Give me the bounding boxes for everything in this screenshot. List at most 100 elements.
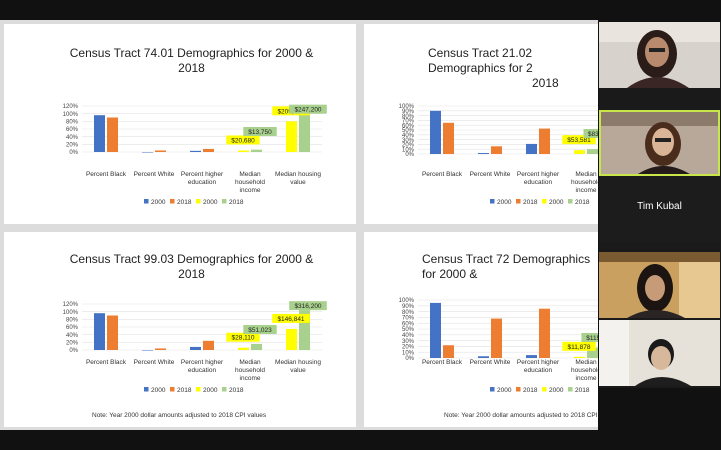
- data-label-box: [243, 325, 277, 334]
- chart-panel: Census Tract 72 Demographics for 2000 & …: [382, 252, 598, 427]
- data-label-box: [583, 129, 598, 138]
- chart-svg: 120%100%80%60%40%20%0%$20,680$13,750$209…: [63, 104, 327, 206]
- legend-swatch: [196, 199, 201, 204]
- legend-label: 2018: [523, 387, 538, 394]
- bar-2018: [443, 122, 454, 154]
- legend-label: 2018: [229, 387, 244, 394]
- y-tick-label: 20%: [66, 143, 79, 149]
- y-tick-label: 0%: [405, 356, 414, 362]
- bar-2000: [190, 150, 201, 152]
- category-label: household: [235, 367, 265, 374]
- category-label: education: [188, 179, 217, 186]
- bar-2000-dollar: [286, 121, 297, 152]
- data-label: $146,841: [277, 316, 304, 323]
- chart-note: Note: Year 2000 dollar amounts adjusted …: [444, 412, 598, 419]
- category-label: household: [235, 179, 265, 186]
- category-label: Median: [239, 171, 261, 178]
- participant-avatar: [599, 110, 720, 176]
- data-label-box: [289, 104, 327, 114]
- legend-label: 2000: [497, 387, 512, 394]
- y-tick-label: 60%: [402, 123, 415, 129]
- slide-tract-21-02: Census Tract 21.02 Demographics for 2 20…: [364, 24, 598, 224]
- category-label: Percent White: [134, 171, 175, 178]
- y-tick-label: 40%: [66, 333, 79, 339]
- chart-title-line2: 2018: [178, 267, 205, 281]
- legend-swatch: [490, 199, 495, 204]
- legend-label: 2000: [549, 199, 564, 206]
- data-label-box: [581, 333, 598, 342]
- legend-label: 2000: [151, 199, 166, 206]
- legend-swatch: [516, 387, 521, 392]
- category-label: education: [524, 367, 553, 374]
- participant-video-1[interactable]: [599, 22, 720, 88]
- bar-2000-dollar: [574, 356, 585, 358]
- bar-2018: [539, 308, 550, 358]
- data-label-box: [562, 135, 596, 145]
- data-label-box: [289, 301, 327, 311]
- chart-svg: 120% 100% 80%60% 40% 20%0% $28,110$51,023 $146…: [63, 301, 327, 419]
- bar-2000: [430, 302, 441, 358]
- legend-label: 2000: [203, 387, 218, 394]
- category-label: education: [524, 179, 553, 186]
- category-label: Percent White: [470, 171, 511, 178]
- data-label: $115,0: [586, 335, 598, 342]
- y-tick-label: 80%: [66, 318, 79, 324]
- y-tick-label: 0%: [69, 348, 78, 354]
- legend-label: 2018: [575, 387, 590, 394]
- y-tick-label: 80%: [402, 114, 415, 120]
- category-label: Percent higher: [517, 171, 560, 178]
- bar-2018: [203, 148, 214, 152]
- legend-label: 2018: [523, 199, 538, 206]
- chart-title: Census Tract 74.01 Demographics for 2000…: [44, 46, 339, 76]
- bar-2000-dollar: [238, 347, 249, 350]
- legend-label: 2000: [497, 199, 512, 206]
- chart-title-line2: 2018: [532, 76, 559, 90]
- data-label: $11,878: [567, 344, 590, 351]
- participant-video-3-camera-off[interactable]: Tim Kubal: [599, 176, 720, 242]
- slide-tract-74-01: Census Tract 74.01 Demographics for 2000…: [4, 24, 356, 224]
- category-label: education: [188, 367, 217, 374]
- chart-title: Census Tract 72 Demographics for 2000 &: [382, 252, 598, 282]
- y-tick-label: 100%: [63, 310, 79, 316]
- participant-video-4[interactable]: [599, 252, 720, 318]
- y-tick-label: 40%: [402, 133, 415, 139]
- category-label: income: [240, 375, 261, 382]
- chart-note: Note: Year 2000 dollar amounts adjusted …: [92, 412, 267, 419]
- legend-swatch: [170, 387, 175, 392]
- y-tick-label: 60%: [402, 321, 415, 327]
- category-label: Percent Black: [86, 359, 127, 366]
- bar-2018: [155, 348, 166, 350]
- bar-2000: [142, 350, 153, 351]
- data-label: $51,023: [248, 327, 272, 334]
- category-label: Median housing: [275, 359, 321, 366]
- y-tick-label: 40%: [66, 135, 79, 141]
- participant-video-2-active-speaker[interactable]: [599, 110, 720, 176]
- y-tick-label: 120%: [63, 104, 79, 110]
- legend-label: 2000: [203, 199, 218, 206]
- legend-label: 2000: [549, 387, 564, 394]
- category-label: Percent Black: [422, 171, 463, 178]
- participant-video-5[interactable]: [599, 320, 720, 386]
- chart-title: Census Tract 99.03 Demographics for 2000…: [44, 252, 339, 282]
- legend-label: 2018: [177, 387, 192, 394]
- y-tick-label: 80%: [66, 120, 79, 126]
- category-label: Percent White: [134, 359, 175, 366]
- y-tick-label: 70%: [402, 316, 415, 322]
- category-label: Median: [575, 359, 597, 366]
- slide-tract-72: Census Tract 72 Demographics for 2000 & …: [364, 232, 598, 427]
- bar-2018: [491, 318, 502, 358]
- y-tick-label: 60%: [66, 127, 79, 133]
- legend-label: 2000: [151, 387, 166, 394]
- category-label: Percent higher: [517, 359, 560, 366]
- category-label: value: [290, 367, 306, 374]
- legend-label: 2018: [177, 199, 192, 206]
- bar-2000: [526, 355, 537, 358]
- bar-2018-dollar: [587, 347, 598, 358]
- bar-2000-dollar: [574, 150, 585, 154]
- y-tick-label: 40%: [402, 333, 415, 339]
- category-label: Percent Black: [86, 171, 127, 178]
- category-label: Median housing: [275, 171, 321, 178]
- data-label-box: [562, 341, 596, 351]
- y-tick-label: 0%: [69, 150, 78, 156]
- y-tick-label: 50%: [402, 327, 415, 333]
